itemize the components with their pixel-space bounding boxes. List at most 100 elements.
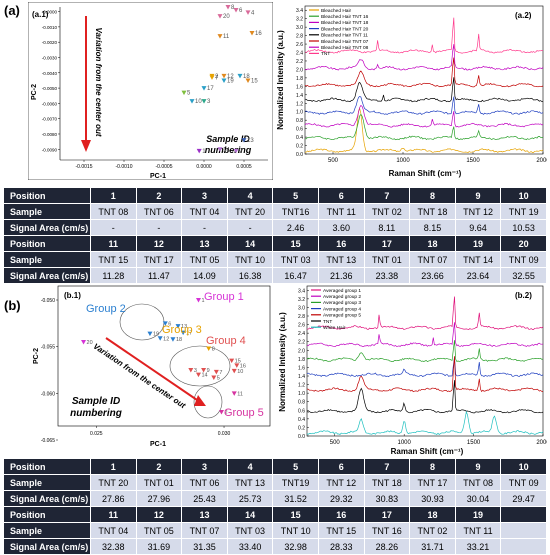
pca-b-point-label: 15	[235, 359, 241, 365]
pca-a-point	[217, 147, 223, 152]
row-label: Sample	[3, 522, 91, 539]
variation-arrowhead-b	[194, 395, 206, 406]
pca-a-point	[201, 99, 207, 104]
position-cell: 11	[90, 235, 137, 252]
position-cell: 4	[226, 187, 274, 204]
row-label: Sample	[3, 251, 91, 268]
sample-cell: TNT 01	[135, 474, 183, 491]
pca-a-point	[217, 34, 223, 39]
pca-b-point	[157, 336, 163, 341]
pca-a-ytick-label: -0.0040	[42, 71, 58, 76]
signal-area-cell: 32.55	[500, 267, 547, 284]
group-4-ellipse	[169, 345, 231, 387]
raman-legend-entry: TNT	[321, 51, 330, 57]
sample-cell: TNT 02	[363, 203, 411, 220]
sample-cell: TNT 18	[363, 474, 411, 491]
sample-cell: TNT19	[272, 474, 319, 491]
row-label: Signal Area (cm/s)	[3, 267, 91, 284]
raman-ytick-label: 0.8	[296, 118, 303, 124]
raman-xtick-label: 2000	[536, 158, 547, 164]
raman-ytick-label: 2.8	[298, 314, 305, 320]
pca-b-point	[231, 391, 237, 396]
raman-xtick-label: 1500	[467, 440, 481, 446]
pca-a-point	[221, 78, 227, 83]
sample-cell: TNT 09	[500, 251, 547, 268]
position-cell: 6	[317, 458, 365, 475]
position-header: Position	[3, 458, 91, 475]
variation-arrow-b	[105, 337, 201, 403]
position-header: Position	[3, 506, 91, 523]
pca-a-ytick-label: -0.0070	[42, 117, 58, 122]
table-row: Signal Area (cm/s) - - - -2.46 3.60 8.11 8.15 9.…	[3, 219, 547, 236]
sample-cell: TNT 18	[409, 203, 456, 220]
pca-b-point	[188, 368, 194, 373]
position-cell: 16	[317, 235, 365, 252]
pca-a-ytick-label: -0.0050	[42, 86, 58, 91]
position-cell: 12	[135, 506, 183, 523]
pca-a-point	[233, 148, 239, 154]
sample-cell: TNT 09	[500, 474, 547, 491]
pca-a-point-label: 11	[223, 34, 230, 40]
pca-a-xtick-label: 0.0000	[196, 164, 212, 170]
raman-ytick-label: 0.0	[298, 434, 305, 440]
position-cell: 19	[454, 506, 502, 523]
sample-cell: TNT 13	[317, 251, 365, 268]
signal-area-cell: 23.66	[409, 267, 456, 284]
raman-ytick-label: 2.0	[296, 67, 303, 73]
raman-series-line	[304, 57, 544, 88]
position-cell: 16	[317, 506, 365, 523]
signal-area-cell: 27.96	[135, 490, 183, 507]
pca-a-ytick-label: -0.0090	[42, 147, 58, 152]
sample-id-text-a-1: Sample ID	[206, 134, 250, 144]
pca-b-point	[231, 368, 237, 374]
sample-cell: TNT 04	[181, 203, 228, 220]
signal-area-cell: 31.69	[135, 538, 183, 555]
sample-cell: TNT 17	[135, 251, 183, 268]
signal-area-cell: 11.28	[90, 267, 137, 284]
pca-b-point	[201, 368, 207, 373]
signal-area-cell: 16.38	[226, 267, 274, 284]
raman-xtick-label: 1000	[397, 440, 411, 446]
table-row: Signal Area (cm/s) 32.38 31.69 31.35 33.40 32…	[3, 538, 547, 555]
table-header-row: Position 1 2 3 4 5 6 7 8 9 10	[3, 187, 547, 204]
pca-a-point	[245, 78, 251, 83]
raman-ytick-label: 2.2	[296, 59, 303, 65]
raman-ytick-label: 0.4	[296, 135, 303, 141]
pca-a-point	[221, 73, 227, 79]
raman-ytick-label: 1.4	[296, 93, 303, 99]
pca-b-ylabel: PC-2	[33, 348, 40, 364]
signal-area-cell: 3.60	[317, 219, 365, 236]
panel-a-label: (a)	[4, 3, 20, 18]
sample-cell: TNT 20	[90, 474, 137, 491]
signal-area-cell: 9.64	[454, 219, 502, 236]
pca-a-point	[241, 138, 247, 143]
raman-ytick-label: 2.4	[298, 331, 305, 337]
pca-b-xtick-label: 0.030	[218, 431, 231, 437]
sample-cell: TNT 16	[363, 522, 411, 539]
raman-ytick-label: 0.4	[298, 417, 305, 423]
signal-area-cell: 11.47	[135, 267, 183, 284]
pca-b-point	[211, 375, 217, 380]
signal-area-cell: 14.09	[181, 267, 228, 284]
sample-cell: TNT 11	[454, 522, 502, 539]
pca-a-point-label: 7	[215, 75, 219, 81]
pca-b-point-label: 17	[186, 331, 192, 337]
pca-b-point-label: 10	[237, 369, 243, 375]
pca-b-ytick-label: -0.060	[41, 391, 55, 397]
position-header: Position	[3, 187, 91, 204]
pca-a-ytick-label: -0.0060	[42, 101, 58, 106]
raman-series-line	[304, 95, 544, 115]
position-cell: 15	[272, 506, 319, 523]
signal-area-cell: 31.71	[409, 538, 456, 555]
raman-series-line	[306, 410, 544, 435]
row-label: Signal Area (cm/s)	[3, 538, 91, 555]
pca-b-point	[229, 358, 235, 364]
position-cell: 1	[90, 187, 137, 204]
sample-cell: TNT 15	[317, 522, 365, 539]
raman-ytick-label: 3.4	[298, 288, 305, 294]
position-cell: 7	[363, 458, 411, 475]
raman-series-line	[306, 340, 544, 363]
position-cell: 3	[181, 458, 228, 475]
raman-ytick-label: 2.8	[296, 34, 303, 40]
table-row: Signal Area (cm/s) 27.86 27.96 25.43 25.73 31…	[3, 490, 547, 507]
